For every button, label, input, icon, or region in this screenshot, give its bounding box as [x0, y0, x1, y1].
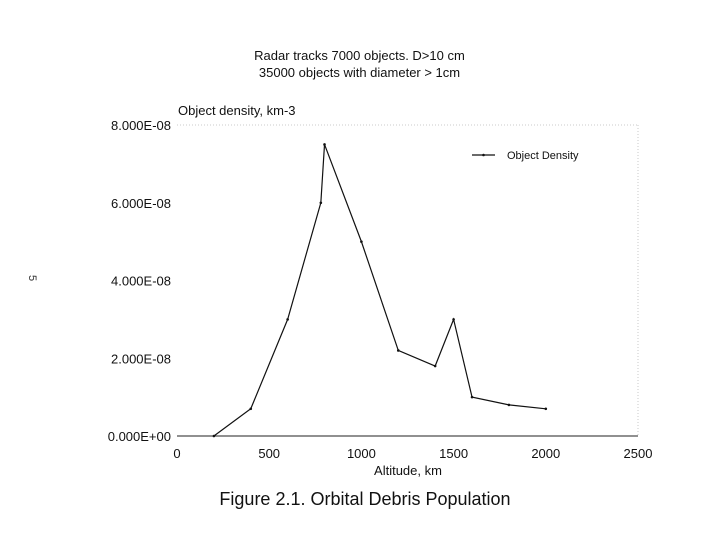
chart-subtitle: 35000 objects with diameter > 1cm	[258, 65, 461, 80]
data-point	[396, 349, 400, 352]
y-tick-label: 8.000E-08	[111, 118, 171, 133]
figure-caption: Figure 2.1. Orbital Debris Population	[219, 489, 511, 509]
x-tick-label: 1000	[347, 446, 376, 461]
y-tick-label: 6.000E-08	[111, 196, 171, 211]
x-tick-label: 500	[258, 446, 280, 461]
y-tick-label: 4.000E-08	[111, 274, 171, 289]
y-axis-label: Object density, km-3	[178, 103, 296, 118]
series-line	[213, 144, 546, 437]
data-point	[470, 395, 474, 399]
x-axis-label: Altitude, km	[374, 463, 442, 478]
y-tick-label: 0.000E+00	[108, 429, 171, 444]
data-point	[212, 434, 216, 438]
legend-marker	[482, 153, 485, 157]
data-point	[544, 407, 548, 411]
data-point	[507, 403, 511, 407]
tick-labels: 0 500 1000 1500 2000 2500 0.000E+00 2.000E-08 4.…	[108, 118, 653, 461]
chart-title: Radar tracks 7000 objects. D>10 cm	[254, 48, 465, 63]
y-tick-label: 2.000E-08	[111, 351, 171, 366]
data-point	[452, 318, 455, 321]
series-group	[212, 143, 548, 438]
data-point	[433, 364, 437, 368]
legend: Object Density	[472, 150, 579, 162]
data-point	[323, 143, 326, 146]
x-tick-label: 2500	[624, 446, 653, 461]
legend-label: Object Density	[507, 150, 579, 162]
x-tick-label: 1500	[439, 446, 468, 461]
x-tick-label: 0	[173, 446, 180, 461]
data-point	[249, 407, 253, 411]
axes	[177, 124, 639, 437]
data-point	[286, 318, 289, 321]
page-number: 5	[26, 274, 39, 282]
data-point	[319, 201, 323, 205]
data-point	[360, 240, 363, 243]
x-tick-label: 2000	[531, 446, 560, 461]
